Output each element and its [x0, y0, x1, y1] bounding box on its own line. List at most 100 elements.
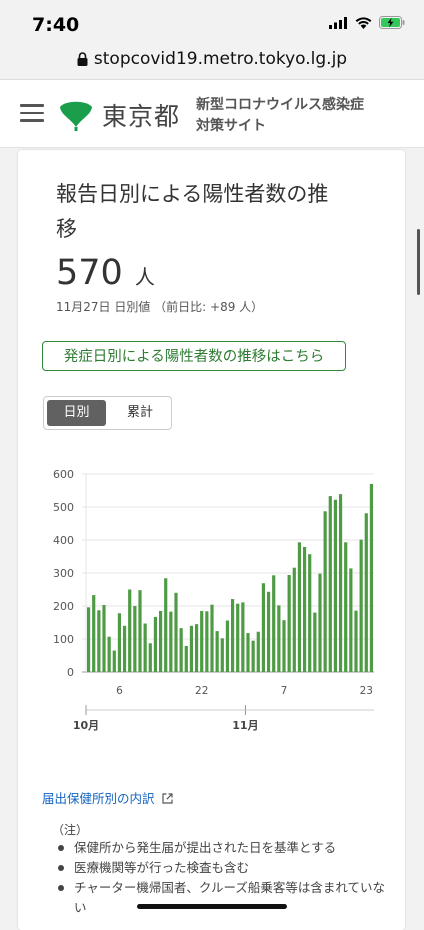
note-item: 保健所から発生届が提出された日を基準とする	[54, 838, 394, 858]
notes-list: 保健所から発生届が提出された日を基準とする 医療機関等が行った検査も含む チャー…	[54, 838, 394, 918]
chart-bar	[230, 599, 235, 672]
menu-line	[20, 104, 44, 107]
note-item: 医療機関等が行った検査も含む	[54, 858, 394, 878]
chart-bar	[122, 625, 127, 672]
x-tick-label: 23	[360, 685, 373, 697]
chart-bar	[266, 591, 271, 672]
chart-bar	[138, 590, 142, 672]
y-tick-label: 300	[53, 567, 74, 580]
chart-bar	[313, 612, 317, 672]
wifi-icon	[355, 16, 372, 29]
chart-bar	[261, 583, 266, 672]
chart-bar	[184, 645, 188, 672]
chart-bar	[97, 610, 101, 672]
chart-bar	[277, 605, 281, 672]
chart-bar	[251, 640, 255, 672]
chart-bar	[246, 633, 250, 672]
x-tick-label: 6	[116, 685, 123, 697]
chart-bar	[272, 575, 276, 672]
site-title-line2: 対策サイト	[196, 118, 266, 134]
chart-bar	[323, 511, 327, 672]
status-icons	[329, 16, 406, 29]
battery-charging-icon	[379, 16, 405, 29]
status-time: 7:40	[32, 14, 80, 36]
card-title: 報告日別による陽性者数の推移	[56, 182, 329, 241]
chart-bar	[359, 539, 363, 672]
chart-bar	[225, 620, 230, 672]
chart-bar	[102, 605, 106, 672]
tokyo-ginkgo-logo-icon[interactable]	[58, 97, 94, 131]
chart-bar	[92, 595, 96, 672]
date-summary: 11月27日 日別値 （前日比: +89 人）	[56, 300, 264, 314]
chart-bar	[128, 589, 132, 672]
chart-bar	[354, 610, 358, 672]
tokyo-wordmark[interactable]: 東京都	[102, 102, 181, 131]
chart-bar	[256, 631, 260, 672]
signal-icon	[329, 16, 347, 29]
chart-bar	[153, 616, 158, 672]
chart-bar	[86, 607, 91, 672]
month-label: 10月	[73, 719, 99, 732]
chart-bar	[133, 606, 137, 672]
chart-bar	[318, 573, 322, 672]
y-tick-label: 600	[53, 468, 74, 481]
onset-date-link-button[interactable]: 発症日別による陽性者数の推移はこちら	[42, 341, 346, 371]
address-bar[interactable]: stopcovid19.metro.tokyo.lg.jp	[0, 40, 424, 78]
health-center-breakdown-link[interactable]: 届出保健所別の内訳	[42, 788, 173, 807]
hamburger-menu-button[interactable]	[20, 104, 44, 122]
toggle-cumulative-button[interactable]: 累計	[126, 405, 153, 420]
chart-bar	[220, 638, 224, 672]
chart-bar	[107, 636, 111, 672]
site-header: 東京都 新型コロナウイルス感染症 対策サイト	[0, 79, 424, 148]
menu-line	[20, 119, 44, 122]
chart-bar	[282, 620, 286, 672]
url-text[interactable]: stopcovid19.metro.tokyo.lg.jp	[93, 49, 348, 69]
chart-bar	[169, 611, 173, 672]
chart-bar	[189, 625, 194, 672]
daily-cases-bar-chart: 0 100 200 300 400 500 600 6 22 7 23 10月 11月	[53, 468, 374, 732]
chart-bar	[328, 496, 332, 672]
chart-bar	[364, 513, 368, 672]
breakdown-link-text[interactable]: 届出保健所別の内訳	[42, 791, 155, 806]
chart-bar	[205, 611, 209, 672]
chart-bar	[200, 610, 204, 672]
chart-bar	[297, 542, 302, 672]
case-count: 570 人	[56, 253, 155, 293]
chart-bar	[179, 628, 183, 672]
chart-bar	[369, 483, 374, 672]
home-indicator[interactable]	[137, 904, 287, 909]
case-count-value: 570	[56, 253, 123, 293]
scrollbar[interactable]	[417, 229, 420, 295]
chart-bar	[302, 546, 307, 672]
toggle-daily-button[interactable]: 日別	[47, 400, 106, 426]
chart-bar	[158, 610, 163, 672]
x-tick-label: 7	[281, 685, 288, 697]
chart-bar	[174, 592, 178, 672]
y-tick-label: 200	[53, 600, 74, 613]
case-count-unit: 人	[134, 265, 155, 289]
chart-bar	[241, 602, 245, 672]
chart-bar	[308, 554, 312, 672]
site-title[interactable]: 新型コロナウイルス感染症 対策サイト	[196, 95, 364, 137]
x-tick-label: 22	[195, 685, 208, 697]
chart-bar	[349, 568, 353, 672]
chart-bar	[338, 494, 343, 672]
menu-line	[20, 111, 44, 114]
lock-icon	[77, 52, 88, 66]
chart-bar	[164, 578, 168, 672]
chart-bar	[117, 613, 122, 672]
daily-cumulative-toggle: 日別 累計	[43, 396, 172, 430]
chart-bar	[344, 542, 348, 672]
note-heading: （注）	[52, 823, 89, 837]
chart-bar	[194, 624, 199, 672]
chart-bar	[215, 631, 219, 672]
chart-bar	[333, 499, 338, 672]
chart-bar	[287, 574, 291, 672]
chart-bar	[148, 643, 152, 672]
chart-bar	[210, 604, 214, 672]
y-tick-label: 400	[53, 534, 74, 547]
y-tick-label: 500	[53, 501, 74, 514]
chart-bar	[292, 567, 296, 672]
y-tick-label: 0	[67, 666, 74, 679]
chart-bar	[236, 603, 240, 672]
